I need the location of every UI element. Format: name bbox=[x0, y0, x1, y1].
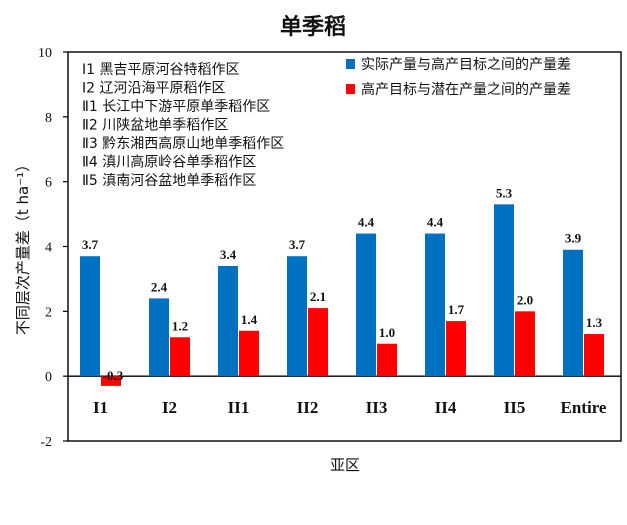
bars bbox=[80, 204, 604, 386]
x-category-label: II2 bbox=[297, 398, 319, 417]
x-category-label: II3 bbox=[366, 398, 388, 417]
y-axis-label: 不同层次产量差（t ha⁻¹） bbox=[14, 157, 32, 335]
data-label: 5.3 bbox=[496, 185, 513, 200]
data-label: 1.2 bbox=[172, 318, 188, 333]
data-label: 2.0 bbox=[517, 292, 533, 307]
data-label: 3.9 bbox=[565, 231, 582, 246]
subregion-note: Ⅱ3 黔东湘西高原山地单季稻作区 bbox=[82, 135, 284, 152]
data-labels: 3.7 -0.3 2.4 1.2 3.4 1.4 3.7 2.1 4.4 1.0 4.4 1.7 5.3… bbox=[82, 185, 603, 383]
subregion-note: Ⅰ1 黑吉平原河谷特稻作区 bbox=[82, 62, 240, 78]
bar-potential-gap bbox=[239, 330, 259, 377]
x-category-label: I2 bbox=[162, 398, 177, 417]
y-axis: -2 0 2 4 6 8 10 bbox=[38, 46, 68, 450]
data-label: 2.1 bbox=[310, 289, 326, 304]
legend-swatch bbox=[346, 84, 355, 94]
subregion-annotations: Ⅰ1 黑吉平原河谷特稻作区 Ⅰ2 辽河沿海平原稻作区 Ⅱ1 长江中下游平原单季稻作区… bbox=[82, 62, 284, 189]
y-tick-label: 6 bbox=[45, 176, 52, 191]
bar-actual-gap bbox=[356, 233, 376, 377]
chart-title: 单季稻 bbox=[280, 15, 346, 40]
data-label: 1.0 bbox=[379, 325, 395, 340]
y-tick-label: 0 bbox=[45, 370, 52, 385]
legend-label: 高产目标与潜在产量之间的产量差 bbox=[361, 81, 571, 98]
x-category-label: I1 bbox=[93, 398, 108, 417]
bar-potential-gap bbox=[377, 343, 397, 377]
x-category-label: Entire bbox=[561, 398, 607, 417]
data-label: 4.4 bbox=[427, 215, 444, 230]
y-tick-label: 2 bbox=[45, 305, 52, 320]
bar-actual-gap bbox=[494, 204, 514, 377]
subregion-note: Ⅱ4 滇川高原岭谷单季稻作区 bbox=[82, 154, 256, 171]
bar-actual-gap bbox=[80, 256, 100, 377]
x-category-label: II5 bbox=[504, 398, 526, 417]
legend-swatch bbox=[346, 59, 355, 69]
subregion-note: Ⅰ2 辽河沿海平原稻作区 bbox=[82, 81, 226, 97]
y-tick-label: 10 bbox=[38, 46, 52, 61]
y-tick-label: -2 bbox=[40, 435, 52, 450]
bar-potential-gap bbox=[515, 311, 535, 377]
bar-actual-gap bbox=[563, 249, 583, 377]
data-label: 1.3 bbox=[586, 315, 603, 330]
subregion-note: Ⅱ5 滇南河谷盆地单季稻作区 bbox=[82, 173, 256, 189]
bar-potential-gap bbox=[446, 321, 466, 377]
x-axis: I1 I2 II1 II2 II3 II4 II5 Entire bbox=[93, 398, 607, 417]
data-label: 1.4 bbox=[241, 312, 258, 327]
x-category-label: II1 bbox=[228, 398, 250, 417]
bar-potential-gap bbox=[584, 334, 604, 377]
bar-actual-gap bbox=[149, 298, 169, 377]
bar-actual-gap bbox=[218, 265, 238, 377]
bar-potential-gap bbox=[170, 337, 190, 377]
bar-potential-gap bbox=[101, 376, 121, 386]
legend-label: 实际产量与高产目标之间的产量差 bbox=[361, 56, 571, 73]
subregion-note: Ⅱ1 长江中下游平原单季稻作区 bbox=[82, 99, 270, 115]
data-label: 1.7 bbox=[448, 302, 465, 317]
data-label: 2.4 bbox=[151, 279, 168, 294]
y-tick-label: 4 bbox=[45, 241, 52, 256]
data-label: 3.7 bbox=[289, 237, 306, 252]
data-label: 3.7 bbox=[82, 237, 99, 252]
data-label: -0.3 bbox=[103, 368, 124, 383]
subregion-note: Ⅱ2 川陕盆地单季稻作区 bbox=[82, 118, 228, 134]
x-axis-label: 亚区 bbox=[330, 456, 360, 474]
bar-potential-gap bbox=[308, 308, 328, 377]
bar-actual-gap bbox=[425, 233, 445, 377]
bar-actual-gap bbox=[287, 256, 307, 377]
y-tick-label: 8 bbox=[45, 111, 52, 126]
x-category-label: II4 bbox=[435, 398, 457, 417]
data-label: 3.4 bbox=[220, 247, 237, 262]
data-label: 4.4 bbox=[358, 215, 375, 230]
